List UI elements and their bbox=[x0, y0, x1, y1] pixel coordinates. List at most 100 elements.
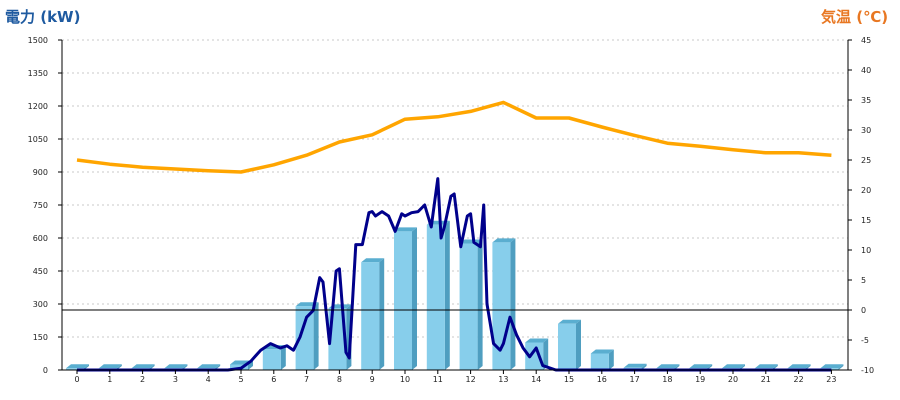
x-tick-label: 3 bbox=[173, 375, 178, 384]
power-bar-face bbox=[525, 342, 544, 370]
x-tick-label: 18 bbox=[662, 375, 672, 384]
right-tick-label: 30 bbox=[861, 126, 871, 135]
right-tick-label: 5 bbox=[861, 276, 866, 285]
right-tick-label: 10 bbox=[861, 246, 871, 255]
right-tick-label: 40 bbox=[861, 66, 871, 75]
left-tick-label: 300 bbox=[33, 300, 48, 309]
right-tick-label: 20 bbox=[861, 186, 871, 195]
power-bar-top bbox=[787, 364, 811, 369]
right-tick-label: 35 bbox=[861, 96, 871, 105]
power-bar-top bbox=[361, 258, 385, 263]
power-bar-face bbox=[426, 224, 445, 370]
x-tick-label: 19 bbox=[695, 375, 705, 384]
left-tick-label: 0 bbox=[43, 366, 48, 375]
power-bar-face bbox=[262, 349, 281, 370]
x-tick-label: 22 bbox=[794, 375, 804, 384]
x-tick-label: 0 bbox=[74, 375, 79, 384]
x-tick-label: 7 bbox=[304, 375, 309, 384]
power-bar-side bbox=[313, 302, 319, 370]
power-bar bbox=[394, 227, 417, 370]
power-bar bbox=[558, 319, 581, 370]
power-bar-side bbox=[543, 338, 549, 370]
x-tick-label: 8 bbox=[337, 375, 342, 384]
power-bar-face bbox=[558, 323, 576, 370]
power-bar-top bbox=[754, 364, 778, 369]
x-tick-label: 11 bbox=[433, 375, 443, 384]
power-bar-top bbox=[656, 364, 680, 369]
x-tick-label: 6 bbox=[271, 375, 276, 384]
power-bar-side bbox=[477, 239, 483, 370]
power-bar-face bbox=[459, 243, 478, 370]
right-tick-label: 25 bbox=[861, 156, 871, 165]
power-bar-face bbox=[361, 262, 380, 370]
power-bar-top bbox=[66, 364, 89, 369]
power-bar bbox=[361, 258, 385, 370]
power-bar bbox=[426, 220, 450, 370]
power-bar-top bbox=[525, 338, 549, 343]
power-bar bbox=[295, 302, 319, 370]
power-bar-face bbox=[328, 308, 347, 370]
x-tick-label: 17 bbox=[630, 375, 640, 384]
power-bar bbox=[590, 349, 614, 370]
power-bar-face bbox=[394, 231, 412, 370]
right-tick-label: 15 bbox=[861, 216, 871, 225]
power-bar-top bbox=[164, 364, 188, 369]
right-axis-title: 気温 (℃) bbox=[821, 8, 888, 26]
left-tick-label: 1500 bbox=[28, 36, 48, 45]
power-bar-face bbox=[590, 353, 609, 370]
power-bar-side bbox=[444, 220, 450, 370]
x-tick-label: 10 bbox=[400, 375, 410, 384]
x-tick-label: 14 bbox=[531, 375, 541, 384]
power-bar-side bbox=[280, 345, 286, 370]
x-tick-label: 13 bbox=[498, 375, 508, 384]
power-bar-top bbox=[197, 364, 221, 369]
power-bar-top bbox=[820, 364, 844, 369]
x-tick-label: 20 bbox=[728, 375, 738, 384]
left-tick-label: 750 bbox=[33, 201, 48, 210]
left-tick-label: 150 bbox=[33, 333, 48, 342]
left-tick-label: 1050 bbox=[28, 135, 48, 144]
x-tick-label: 16 bbox=[597, 375, 607, 384]
power-bar-top bbox=[492, 238, 516, 243]
temperature-series bbox=[76, 100, 832, 174]
power-bar-side bbox=[412, 227, 417, 370]
power-bar-side bbox=[608, 349, 614, 370]
power-bar-top bbox=[131, 364, 155, 369]
x-tick-label: 21 bbox=[761, 375, 771, 384]
power-line bbox=[77, 177, 832, 372]
power-bar-side bbox=[248, 360, 253, 370]
power-bar-side bbox=[576, 319, 581, 370]
power-bar-side bbox=[641, 363, 647, 370]
tick-labels: 01503004506007509001050120013501500-10-5… bbox=[28, 36, 874, 384]
power-series bbox=[77, 177, 832, 372]
power-bar-face bbox=[295, 306, 314, 370]
power-bar-side bbox=[838, 364, 844, 370]
left-tick-label: 1200 bbox=[28, 102, 48, 111]
left-tick-label: 600 bbox=[33, 234, 48, 243]
power-bar-top bbox=[722, 364, 745, 369]
right-tick-label: 45 bbox=[861, 36, 871, 45]
left-tick-label: 900 bbox=[33, 168, 48, 177]
left-tick-label: 450 bbox=[33, 267, 48, 276]
power-bar bbox=[492, 238, 516, 370]
x-tick-label: 5 bbox=[238, 375, 243, 384]
power-bar-top bbox=[459, 239, 483, 244]
right-tick-label: -5 bbox=[861, 336, 869, 345]
x-tick-label: 15 bbox=[564, 375, 574, 384]
left-axis-title: 電力 (kW) bbox=[5, 8, 80, 26]
power-bar-top bbox=[98, 364, 122, 369]
power-bar bbox=[459, 239, 483, 370]
power-bar bbox=[525, 338, 549, 370]
power-bars bbox=[66, 220, 844, 370]
power-bar-top bbox=[590, 349, 614, 354]
temperature-line bbox=[76, 100, 832, 174]
power-bar-top bbox=[689, 364, 713, 369]
power-bar-side bbox=[379, 258, 385, 370]
x-tick-label: 1 bbox=[107, 375, 112, 384]
left-tick-label: 1350 bbox=[28, 69, 48, 78]
power-bar-side bbox=[510, 238, 516, 370]
x-tick-label: 4 bbox=[206, 375, 211, 384]
x-tick-label: 23 bbox=[826, 375, 836, 384]
power-bar-top bbox=[394, 227, 417, 232]
